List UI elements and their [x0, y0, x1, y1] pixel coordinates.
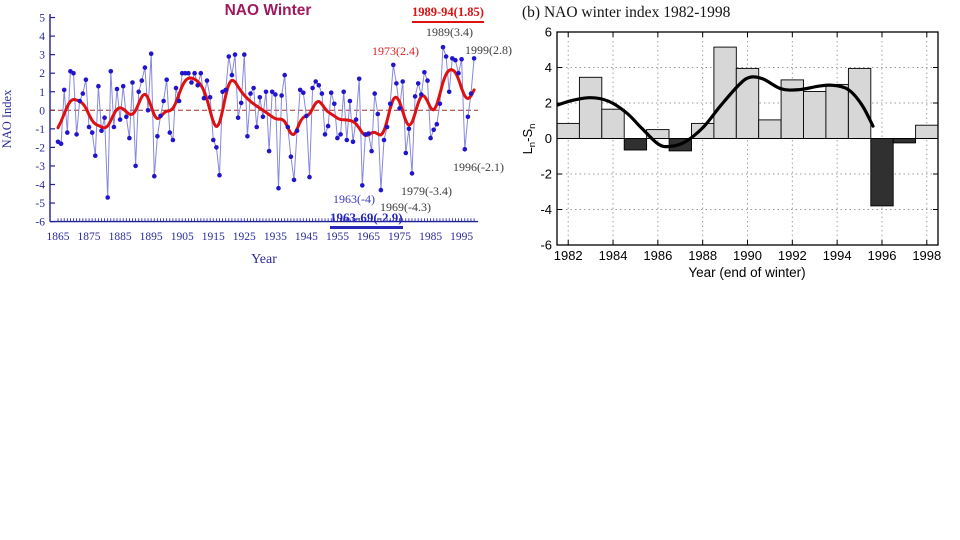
bar-1982	[556, 122, 580, 139]
right-chart-plot: 1982 1984 1986 1988 1990 1992 1994 1996 1998 -6 -4…	[520, 25, 941, 281]
svg-text:-6: -6	[35, 217, 45, 229]
svg-text:-2: -2	[540, 167, 552, 182]
left-axes: -6 -5 -4 -3 -2 -1 0 1 2 3 4 5 1865 1875 1885 1895 1905 19…	[0, 13, 478, 267]
svg-text:1986: 1986	[643, 248, 672, 263]
right-x-axis-label: Year (end of winter)	[688, 265, 805, 280]
bar-1991	[758, 119, 782, 139]
svg-text:2: 2	[545, 96, 552, 111]
left-x-axis-label: Year	[251, 252, 277, 267]
svg-text:0: 0	[545, 131, 552, 146]
svg-text:-4: -4	[35, 180, 45, 192]
left-y-axis-label: NAO Index	[0, 89, 14, 148]
annotation-1963-69-mean: 1963-69(-2.9)	[330, 210, 403, 230]
svg-text:-2: -2	[35, 142, 45, 154]
svg-text:6: 6	[545, 25, 552, 40]
svg-text:1945: 1945	[295, 231, 318, 243]
svg-text:1865: 1865	[47, 231, 70, 243]
svg-text:1965: 1965	[357, 231, 380, 243]
annotation-1989-94-mean: 1989-94(1.85)	[412, 5, 484, 23]
bar-1997	[892, 138, 917, 144]
smoothed-red-curve	[56, 68, 476, 138]
bar-1996	[870, 138, 894, 207]
bar-1984	[601, 108, 625, 139]
svg-text:0: 0	[39, 105, 45, 117]
bar-1998	[915, 124, 939, 139]
left-chart-plot: -6 -5 -4 -3 -2 -1 0 1 2 3 4 5 1865 1875 1885 1895 1905 19…	[0, 13, 478, 267]
svg-text:1982: 1982	[554, 248, 583, 263]
annotation-1973-value: 1973(2.4)	[372, 44, 419, 58]
svg-text:1885: 1885	[109, 231, 132, 243]
svg-text:1994: 1994	[823, 248, 852, 263]
svg-text:1905: 1905	[171, 231, 194, 243]
annual-series-points	[55, 44, 477, 200]
svg-text:1955: 1955	[326, 231, 349, 243]
annotation-1963-value: 1963(-4)	[333, 192, 375, 206]
bar-1985	[623, 138, 648, 151]
svg-text:1990: 1990	[733, 248, 762, 263]
svg-text:4: 4	[545, 60, 552, 75]
annotation-1969-value: 1969(-4.3)	[380, 200, 431, 214]
right-axes: 1982 1984 1986 1988 1990 1992 1994 1996 1998 -6 -4…	[520, 25, 941, 281]
svg-text:5: 5	[39, 13, 45, 25]
svg-text:1915: 1915	[202, 231, 225, 243]
right-y-axis-label: Ln-Sn	[520, 124, 538, 155]
svg-text:1995: 1995	[450, 231, 473, 243]
svg-text:1985: 1985	[419, 231, 442, 243]
svg-text:4: 4	[39, 31, 45, 43]
annotation-1999-value: 1999(2.8)	[465, 43, 512, 57]
svg-text:-6: -6	[540, 238, 552, 253]
bars	[556, 46, 939, 207]
left-chart-title: NAO Winter	[224, 2, 312, 19]
smoothed-black-curve	[556, 75, 875, 149]
bar-1994	[825, 83, 849, 139]
annotation-1996-value: 1996(-2.1)	[453, 160, 504, 174]
svg-text:3: 3	[39, 50, 45, 62]
left-x-minor-ticks	[57, 218, 475, 222]
svg-text:1988: 1988	[688, 248, 717, 263]
svg-text:1875: 1875	[78, 231, 101, 243]
svg-text:2: 2	[39, 68, 45, 80]
bar-1993	[803, 91, 827, 139]
svg-text:1935: 1935	[264, 231, 287, 243]
annotation-1989-peak: 1989(3.4)	[426, 25, 473, 39]
nao-winter-timeseries-chart: -6 -5 -4 -3 -2 -1 0 1 2 3 4 5 1865 1875 1885 1895 1905 19…	[0, 0, 520, 285]
svg-text:1: 1	[39, 87, 45, 99]
annotation-1979-value: 1979(-3.4)	[401, 184, 452, 198]
svg-text:-4: -4	[540, 202, 552, 217]
svg-text:-3: -3	[35, 161, 45, 173]
svg-text:-5: -5	[35, 198, 45, 210]
svg-text:1975: 1975	[388, 231, 411, 243]
svg-text:1996: 1996	[868, 248, 897, 263]
right-chart-title: (b) NAO winter index 1982-1998	[522, 4, 731, 21]
svg-text:1998: 1998	[912, 248, 941, 263]
nao-bar-chart-1982-1998: 1982 1984 1986 1988 1990 1992 1994 1996 1998 -6 -4…	[520, 0, 960, 290]
svg-text:1992: 1992	[778, 248, 807, 263]
bar-1983	[578, 76, 603, 139]
svg-text:-1: -1	[35, 124, 45, 136]
svg-text:1984: 1984	[599, 248, 628, 263]
svg-text:1895: 1895	[140, 231, 163, 243]
svg-text:1925: 1925	[233, 231, 256, 243]
